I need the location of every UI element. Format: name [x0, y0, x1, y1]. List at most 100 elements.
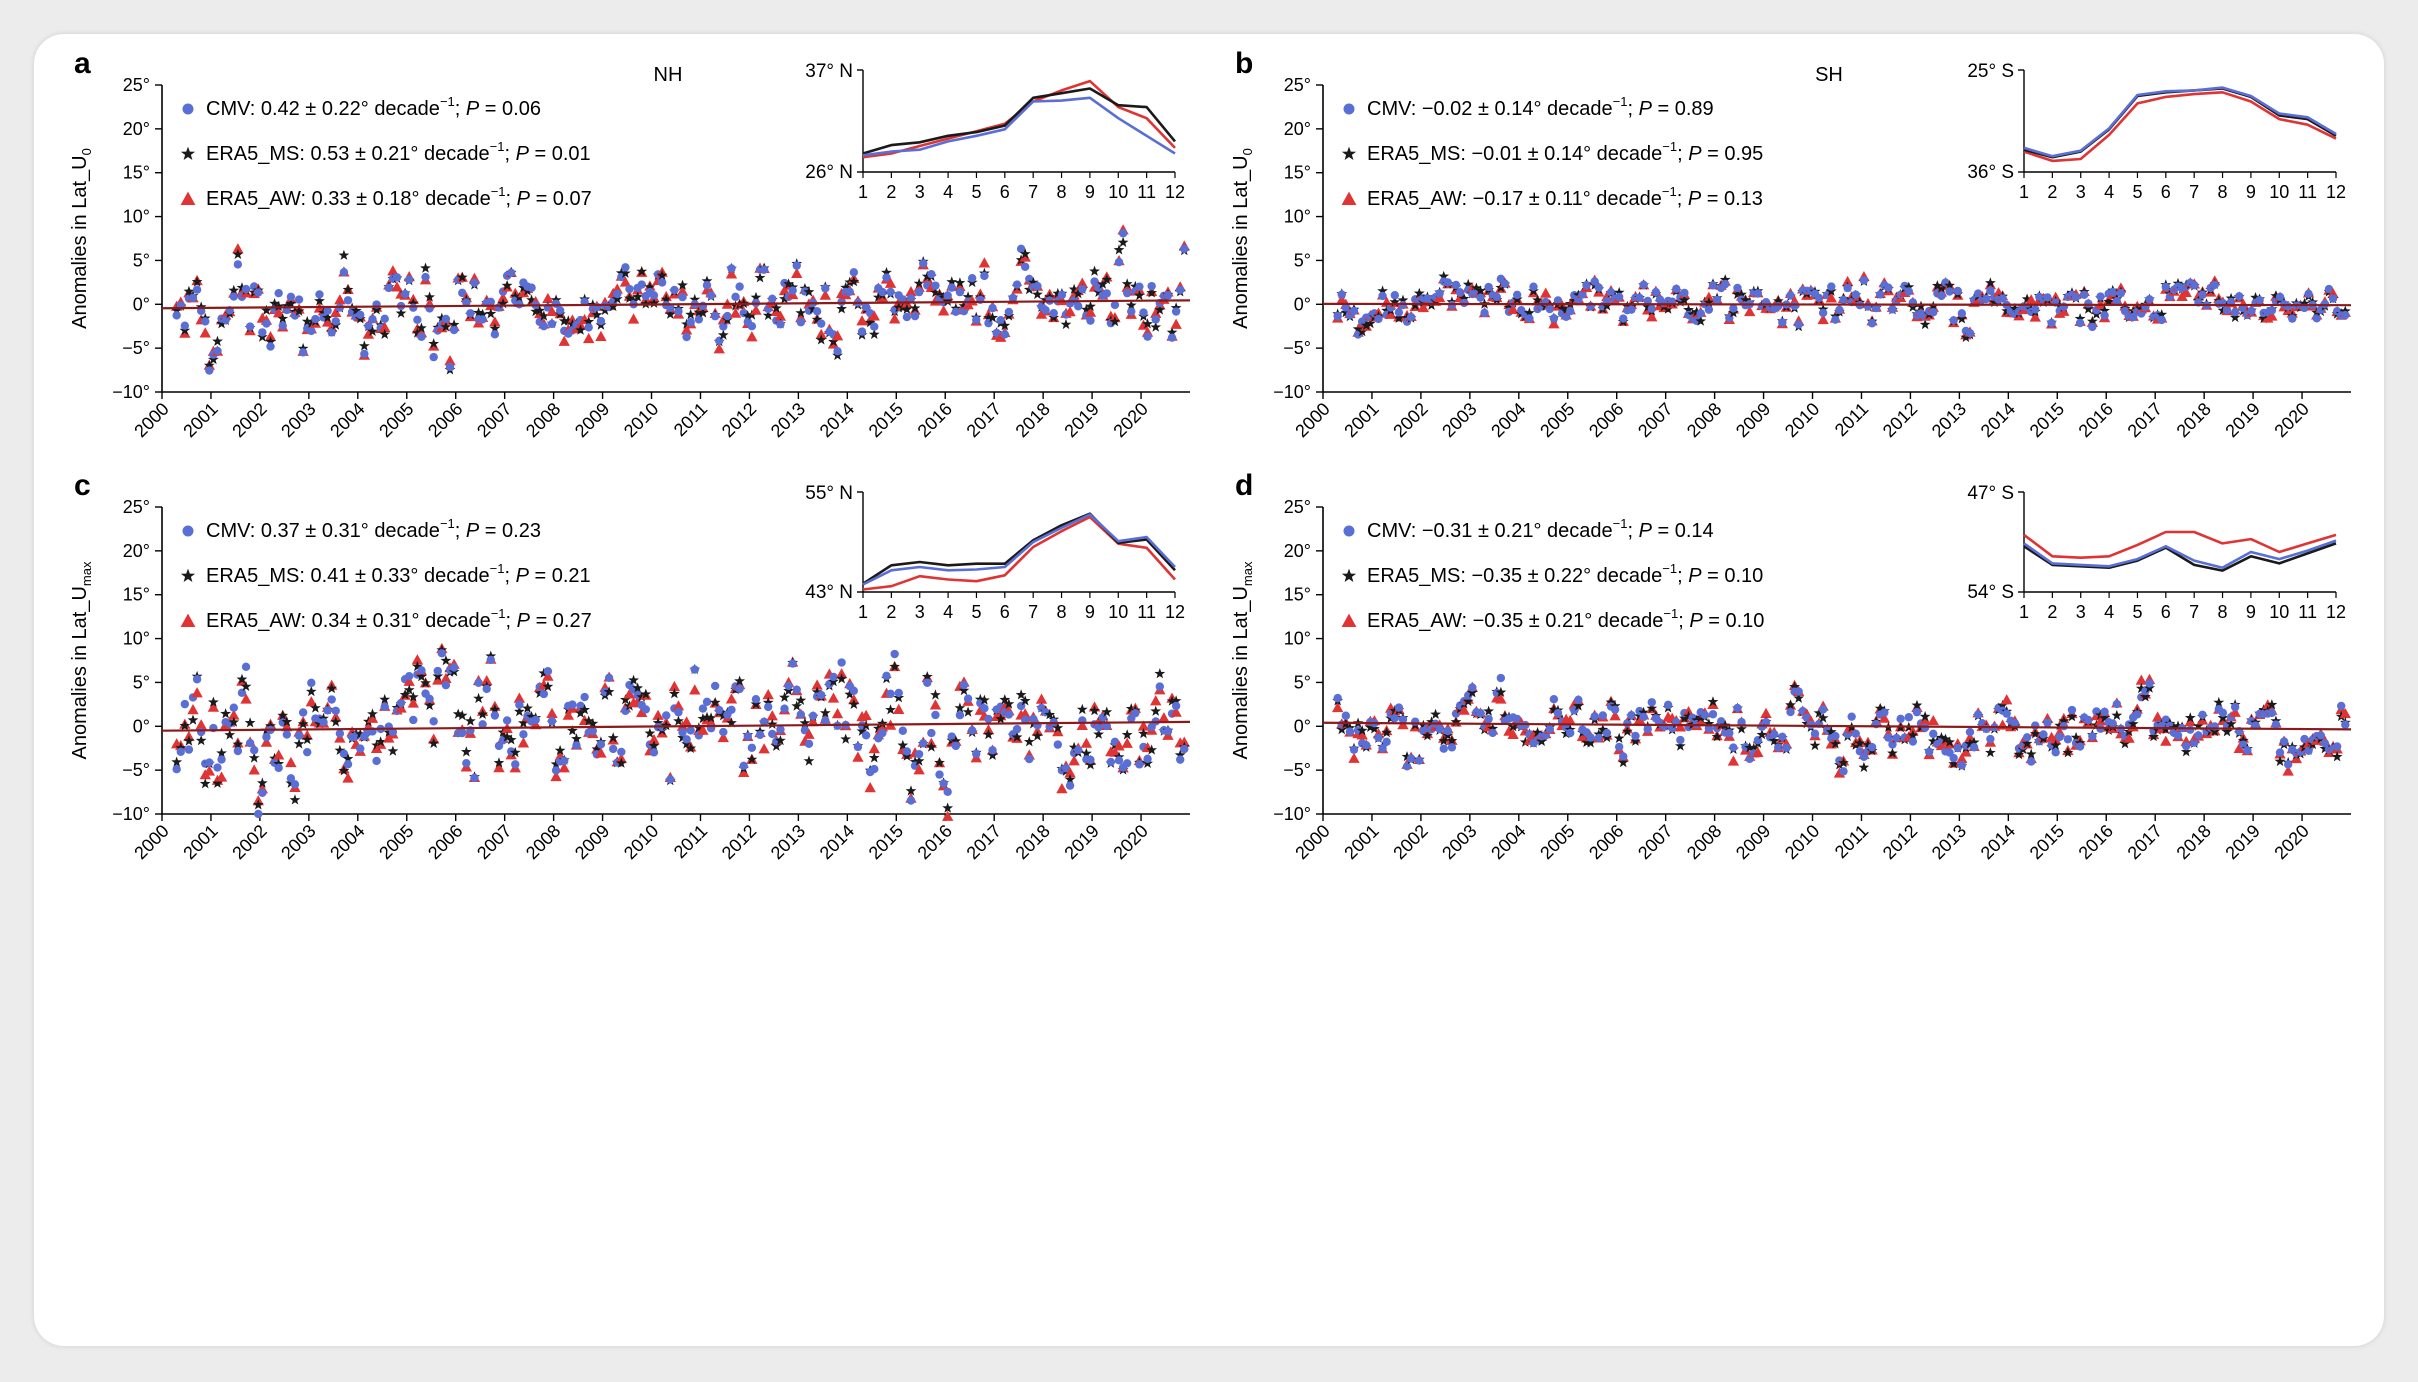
point-cmv [1949, 316, 1958, 325]
point-cmv [919, 739, 928, 748]
inset-x-tick-label: 3 [2076, 602, 2086, 622]
x-tick-label: 2017 [963, 399, 1005, 441]
y-tick-label: 10° [123, 207, 150, 227]
legend-pval: = 0.14 [1652, 520, 1714, 542]
point-era5_aw [713, 343, 725, 354]
point-cmv [282, 730, 292, 739]
point-cmv [2039, 730, 2048, 739]
point-era5_ms [799, 717, 811, 728]
point-era5_ms [2013, 749, 2025, 760]
point-era5_ms [1101, 706, 1113, 717]
point-cmv [1610, 705, 1620, 714]
point-cmv [710, 311, 720, 321]
point-cmv [1929, 308, 1938, 317]
point-era5_aw [232, 243, 244, 254]
x-tick-label: 2007 [1634, 399, 1676, 441]
legend-entry: ERA5_AW: −0.35 ± 0.21° decade−1; P = 0.1… [1367, 606, 1764, 632]
point-cmv [327, 328, 336, 337]
point-era5_ms [1019, 695, 1031, 706]
point-era5_aw [1417, 301, 1430, 313]
y-tick-label: 15° [1284, 163, 1311, 183]
legend-p: P [466, 98, 480, 120]
point-era5_ms [208, 353, 219, 365]
point-cmv [882, 273, 891, 282]
legend-series-name: ERA5_MS [1367, 565, 1460, 587]
x-tick-label: 2005 [375, 821, 417, 863]
point-era5_ms [1838, 757, 1849, 768]
x-tick-label: 2004 [326, 821, 368, 863]
point-era5_ms [958, 300, 970, 311]
y-tick-label: 10° [1284, 207, 1311, 227]
point-cmv [1102, 289, 1111, 298]
point-cmv [719, 727, 728, 737]
y-tick-label: 25° [123, 75, 150, 95]
inset-y-bottom-label: 26° N [805, 162, 853, 183]
point-era5_aw [864, 782, 876, 793]
point-era5_ms [477, 308, 488, 319]
inset-x-tick-label: 3 [915, 602, 925, 622]
legend-sep: ; [504, 565, 515, 587]
point-era5_ms [624, 292, 635, 303]
point-era5_ms [2299, 297, 2310, 309]
point-cmv [1566, 728, 1575, 738]
point-cmv [2100, 311, 2109, 320]
point-cmv [1953, 743, 1962, 753]
point-cmv [413, 315, 422, 324]
point-cmv [1810, 729, 1820, 738]
point-era5_ms [1736, 288, 1747, 300]
point-cmv [1761, 717, 1771, 727]
point-cmv [486, 655, 495, 665]
point-cmv [2063, 735, 2073, 744]
point-cmv [1012, 280, 1022, 289]
point-era5_ms [632, 682, 643, 693]
point-era5_aw [717, 731, 729, 743]
point-era5_ms [999, 694, 1011, 705]
point-cmv [682, 332, 691, 342]
point-cmv [1525, 314, 1534, 323]
point-cmv [2133, 710, 2142, 719]
point-cmv [1447, 300, 1457, 310]
point-cmv [1818, 308, 1828, 318]
point-era5_ms [1364, 721, 1376, 732]
point-cmv [947, 283, 956, 292]
point-cmv [1614, 292, 1624, 302]
legend-sup: −1 [1663, 606, 1678, 621]
x-tick-label: 2018 [1012, 821, 1054, 863]
point-era5_ms [1471, 282, 1482, 293]
point-era5_aw [705, 717, 717, 728]
point-era5_aw [481, 674, 493, 686]
point-cmv [2157, 315, 2166, 325]
x-tick-label: 2010 [1781, 399, 1823, 441]
point-era5_aw [746, 331, 758, 342]
point-era5_ms [1903, 281, 1915, 292]
point-era5_ms [2135, 682, 2147, 694]
point-cmv [213, 346, 222, 356]
point-era5_ms [497, 298, 509, 309]
x-tick-label: 2004 [1487, 821, 1529, 863]
point-cmv [2332, 742, 2342, 751]
point-cmv [927, 269, 936, 279]
point-era5_ms [607, 732, 619, 743]
x-tick-label: 2018 [2173, 399, 2215, 441]
point-cmv [2304, 746, 2313, 755]
point-cmv [637, 280, 646, 289]
point-cmv [233, 260, 243, 269]
point-cmv [919, 259, 928, 268]
point-cmv [1500, 279, 1510, 288]
point-era5_ms [1401, 751, 1413, 762]
point-cmv [478, 720, 487, 729]
trend-line [1322, 302, 2352, 307]
point-cmv [1590, 277, 1599, 286]
point-cmv [2145, 295, 2154, 304]
point-cmv [1345, 727, 1355, 736]
point-cmv [710, 681, 720, 691]
point-era5_aw [766, 710, 778, 721]
point-era5_ms [505, 734, 517, 745]
point-era5_ms [689, 293, 701, 305]
point-era5_ms [1150, 321, 1162, 332]
point-era5_ms [1683, 304, 1694, 315]
point-era5_ms [1032, 730, 1043, 741]
legend-p: P [1639, 520, 1653, 542]
